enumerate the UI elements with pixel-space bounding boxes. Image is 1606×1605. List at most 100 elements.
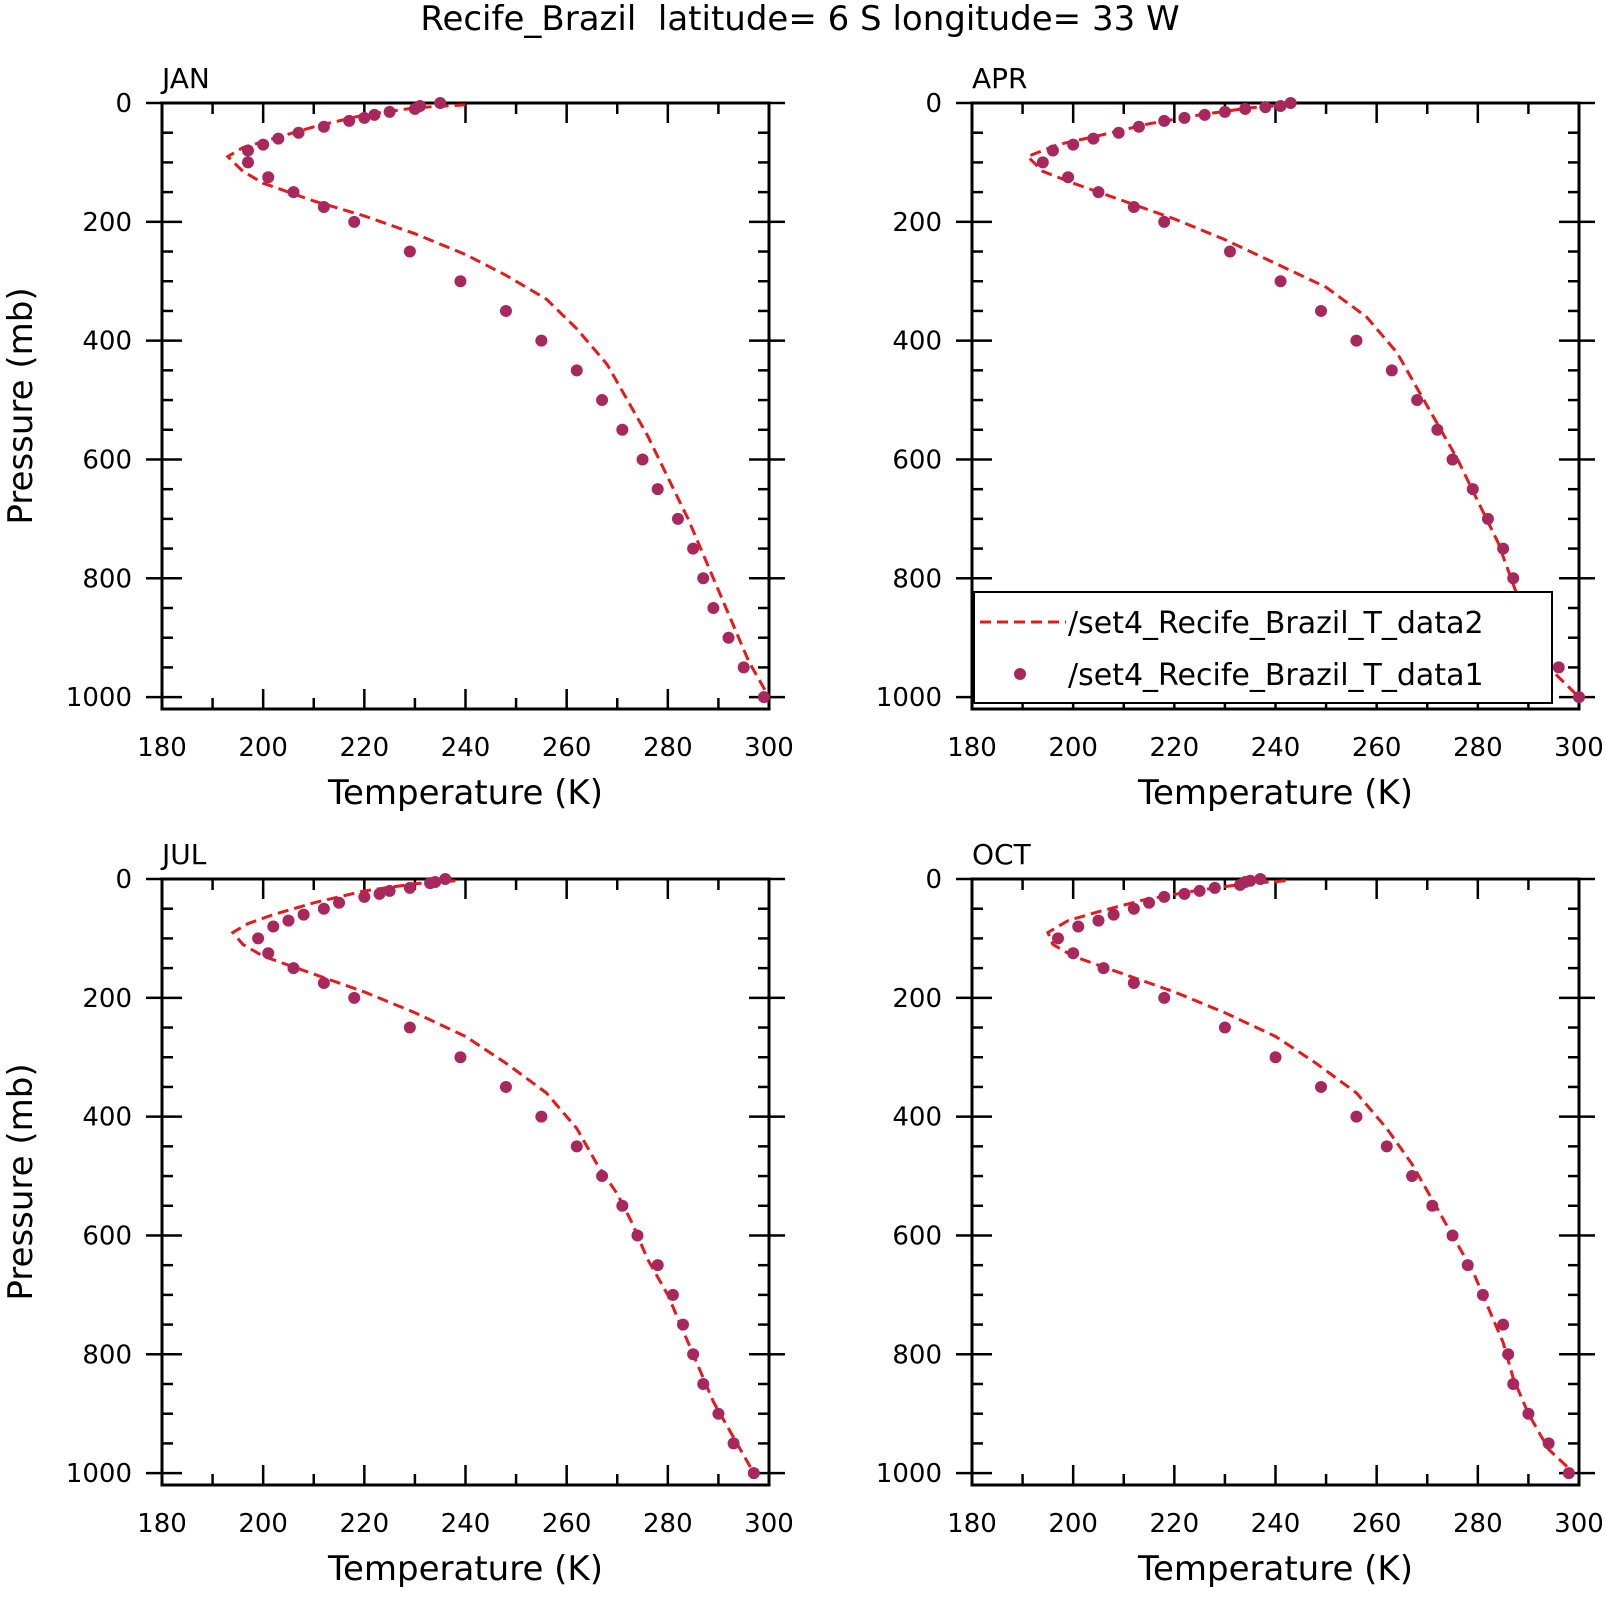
data-point [596,1170,609,1183]
x-axis-label: Temperature (K) [1137,1549,1413,1589]
data-point [1411,394,1424,407]
legend-dot-swatch [1014,668,1026,680]
data-point [1132,120,1145,133]
data-point [1552,661,1565,674]
y-tick-label: 200 [892,208,942,238]
data-point [722,631,735,644]
data-point [403,245,416,258]
data-point [1497,542,1510,555]
data-point [287,186,300,199]
data-point [317,120,330,133]
data-point [317,902,330,915]
data-point [358,890,371,903]
data-point [297,908,310,921]
x-tick-label: 240 [441,1509,491,1539]
data-point [317,200,330,213]
data-point [292,126,305,139]
data-point [1097,962,1110,975]
data-point [1254,873,1267,885]
data-point [1067,947,1080,960]
data-point [1239,102,1252,115]
data-point [757,691,770,704]
x-tick-label: 260 [1352,733,1402,763]
data-point [1112,126,1125,139]
data-point [454,1051,467,1064]
y-tick-label: 1000 [66,1459,132,1489]
data-point [1542,1437,1555,1450]
data-point [1406,1170,1419,1183]
series-dots-obs [1051,873,1575,1480]
data-point [1067,138,1080,151]
data-point [570,364,583,377]
x-tick-label: 300 [744,733,794,763]
legend-box [973,591,1553,704]
data-point [1107,908,1120,921]
data-point [1051,932,1064,945]
data-point [252,932,265,945]
data-point [1127,976,1140,989]
data-point [1092,914,1105,927]
data-point [1274,99,1287,112]
data-point [403,881,416,894]
panel-label: OCT [972,838,1032,871]
x-tick-label: 220 [1150,733,1200,763]
data-point [424,877,437,890]
series-line-model [225,103,771,698]
data-point [1380,1140,1393,1153]
y-tick-label: 200 [892,984,942,1014]
x-tick-label: 280 [643,1509,693,1539]
data-point [1178,111,1191,124]
data-point [373,887,386,900]
data-point [535,1110,548,1123]
x-axis-label: Temperature (K) [327,1549,603,1589]
y-axis-label: Pressure (mb) [1,287,41,524]
data-point [727,1437,740,1450]
x-tick-label: 240 [1251,1509,1301,1539]
data-point [1466,483,1479,496]
data-point [1158,114,1171,127]
x-tick-label: 300 [1554,1509,1604,1539]
x-tick-label: 180 [947,1509,997,1539]
data-point [262,171,275,184]
data-point [1087,132,1100,145]
plot-frame [970,877,1581,1487]
data-point [570,1140,583,1153]
x-tick-label: 300 [744,1509,794,1539]
data-point [1446,453,1459,466]
data-point [1218,1021,1231,1034]
x-tick-label: 180 [137,1509,187,1539]
data-point [358,111,371,124]
x-tick-label: 200 [238,1509,288,1539]
data-point [1426,1199,1439,1212]
data-point [1208,881,1221,894]
plot-frame [160,877,771,1487]
panel-label: JUL [160,838,207,871]
data-point [1562,1467,1575,1480]
x-tick-label: 180 [947,733,997,763]
y-tick-label: 400 [82,327,132,357]
x-tick-label: 260 [1352,1509,1402,1539]
legend-label: /set4_Recife_Brazil_T_data1 [1068,658,1484,693]
data-point [383,884,396,897]
data-point [1507,1378,1520,1390]
data-point [1127,902,1140,915]
series-line-model [230,879,756,1474]
data-point [1072,920,1085,933]
legend-label: /set4_Recife_Brazil_T_data2 [1068,606,1484,641]
data-point [1178,887,1191,900]
data-point [1193,884,1206,897]
data-point [1522,1407,1535,1420]
panel-label: JAN [160,62,210,95]
y-tick-label: 600 [82,445,132,475]
data-point [1481,512,1494,525]
data-point [439,873,452,885]
data-point [257,138,270,151]
x-tick-label: 260 [542,733,592,763]
data-point [596,394,609,407]
data-point [1218,105,1231,118]
data-point [499,304,512,317]
data-point [1385,364,1398,377]
